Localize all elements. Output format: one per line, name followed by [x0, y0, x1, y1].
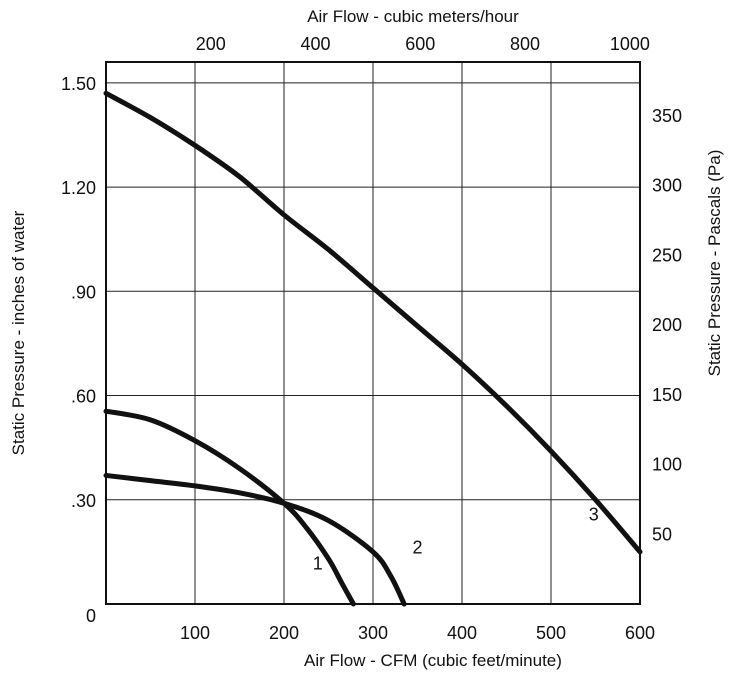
x2-tick-label: 600 — [405, 34, 435, 54]
curve-label-2: 2 — [412, 538, 422, 558]
x-tick-label: 500 — [536, 623, 566, 643]
x-tick-label: 100 — [180, 623, 210, 643]
y-axis-label: Static Pressure - inches of water — [9, 210, 28, 455]
y2-tick-label: 300 — [652, 176, 682, 196]
y2-tick-label: 100 — [652, 455, 682, 475]
curve-label-1: 1 — [313, 553, 323, 573]
grid-layer — [106, 62, 640, 604]
y2-tick-label: 250 — [652, 245, 682, 265]
y2-tick-label: 150 — [652, 385, 682, 405]
curve-label-layer: 1 2 3 — [313, 505, 599, 574]
curve-2 — [103, 472, 407, 607]
y-tick-label: 1.20 — [61, 178, 96, 198]
y2-axis-label: Static Pressure - Pascals (Pa) — [705, 150, 724, 377]
curve-3 — [103, 90, 643, 555]
tick-layer: 100 200 300 400 500 600 0 .30 .60 .90 1.20 1.50 200 4… — [61, 34, 682, 643]
y-tick-label: 0 — [86, 606, 96, 626]
curve-1 — [103, 408, 356, 607]
x2-tick-label: 400 — [301, 34, 331, 54]
x-tick-label: 300 — [358, 623, 388, 643]
x2-tick-label: 200 — [196, 34, 226, 54]
x2-tick-label: 1000 — [610, 34, 650, 54]
y-tick-label: .30 — [71, 491, 96, 511]
y2-tick-label: 350 — [652, 106, 682, 126]
y2-tick-label: 200 — [652, 315, 682, 335]
x2-axis-label: Air Flow - cubic meters/hour — [307, 7, 519, 26]
y-tick-label: 1.50 — [61, 74, 96, 94]
x-tick-label: 200 — [269, 623, 299, 643]
x-tick-label: 600 — [625, 623, 655, 643]
curve-layer — [103, 90, 643, 607]
plot-frame — [105, 61, 641, 605]
y-tick-label: .90 — [71, 282, 96, 302]
x-tick-label: 400 — [447, 623, 477, 643]
y-tick-label: .60 — [71, 387, 96, 407]
curve-label-3: 3 — [589, 505, 599, 525]
y2-tick-label: 50 — [652, 524, 672, 544]
x2-tick-label: 800 — [510, 34, 540, 54]
x-axis-label: Air Flow - CFM (cubic feet/minute) — [304, 651, 562, 670]
